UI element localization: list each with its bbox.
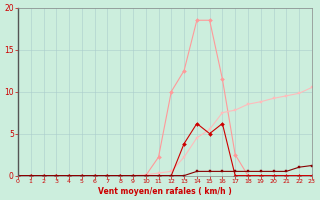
X-axis label: Vent moyen/en rafales ( km/h ): Vent moyen/en rafales ( km/h ) (98, 187, 232, 196)
